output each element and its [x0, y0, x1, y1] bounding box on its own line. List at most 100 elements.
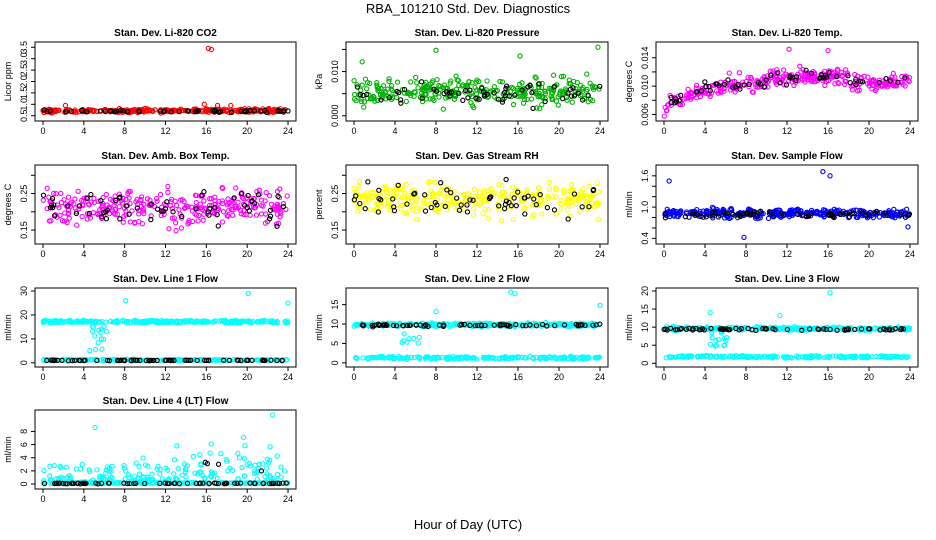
data-point: [203, 357, 210, 364]
data-point: [841, 81, 848, 88]
data-point: [378, 89, 384, 95]
data-point: [802, 353, 808, 360]
data-point: [551, 84, 557, 90]
data-point: [827, 354, 833, 360]
data-point: [522, 211, 528, 217]
data-point: [549, 96, 555, 103]
data-point: [564, 207, 571, 213]
data-point: [357, 91, 364, 98]
data-point: [141, 211, 147, 217]
data-point: [847, 353, 853, 360]
y-axis-label: kPa: [314, 74, 324, 90]
data-point: [206, 480, 212, 487]
data-point: [197, 452, 203, 458]
data-point: [775, 70, 781, 76]
data-point: [432, 199, 438, 206]
data-point: [136, 463, 142, 470]
y-tick-label: 20: [640, 286, 650, 296]
data-point: [767, 209, 774, 215]
data-point: [892, 74, 898, 80]
data-point: [105, 480, 112, 486]
data-point: [65, 203, 71, 209]
data-point: [567, 195, 573, 201]
data-point: [263, 189, 269, 196]
data-point: [843, 67, 849, 73]
x-tick-label: 8: [122, 249, 127, 259]
data-point: [565, 355, 571, 362]
data-point: [412, 89, 418, 96]
data-point: [361, 99, 368, 105]
data-point: [279, 357, 285, 363]
data-point: [121, 465, 128, 471]
data-point: [413, 216, 420, 223]
data-point: [169, 215, 175, 221]
x-tick-label: 24: [283, 249, 293, 259]
data-point: [539, 94, 545, 100]
data-point: [422, 192, 428, 198]
data-point: [524, 96, 530, 103]
data-point: [393, 94, 400, 101]
data-point: [276, 206, 283, 212]
data-point: [276, 480, 283, 487]
data-point: [566, 77, 572, 83]
data-point: [568, 181, 575, 188]
data-point: [59, 218, 66, 224]
data-point: [831, 206, 837, 212]
data-point: [542, 90, 549, 97]
data-point: [189, 208, 195, 214]
data-point: [97, 207, 103, 213]
data-point: [188, 317, 194, 324]
data-point: [538, 197, 544, 203]
data-point: [86, 210, 92, 217]
x-tick-label: 0: [40, 494, 45, 504]
y-tick-label: 0.15: [330, 221, 340, 239]
data-point: [421, 200, 428, 206]
data-point: [200, 217, 206, 223]
data-point: [47, 108, 53, 114]
data-point: [367, 80, 373, 86]
data-point: [484, 78, 490, 84]
data-point: [404, 201, 410, 207]
data-point: [87, 356, 94, 363]
data-point: [98, 329, 104, 336]
data-point: [697, 208, 703, 215]
data-point: [278, 464, 284, 470]
data-point: [421, 323, 427, 329]
data-point: [376, 195, 382, 202]
data-point: [220, 209, 227, 215]
data-point: [435, 209, 441, 215]
data-point: [120, 219, 126, 225]
data-point: [422, 91, 428, 97]
data-point: [597, 302, 603, 309]
data-point: [682, 214, 689, 220]
y-axis-label: ml/min: [624, 314, 634, 341]
data-point: [470, 197, 476, 203]
data-point: [157, 466, 163, 473]
data-point: [791, 323, 798, 330]
data-point: [123, 196, 129, 202]
data-point: [440, 106, 446, 112]
data-point: [838, 325, 844, 331]
data-point: [234, 480, 240, 487]
data-point: [411, 191, 417, 197]
data-point: [736, 70, 743, 76]
data-point: [511, 192, 518, 199]
data-point: [715, 336, 722, 343]
y-axis-label: Licor ppm: [3, 62, 13, 102]
data-point: [194, 357, 200, 364]
data-point: [224, 212, 230, 219]
y-tick-label: 0: [640, 361, 650, 366]
data-point: [422, 208, 429, 214]
data-point: [715, 214, 722, 220]
data-point: [385, 86, 391, 92]
data-point: [754, 354, 760, 360]
data-point: [805, 354, 812, 360]
data-point: [466, 78, 472, 85]
data-point: [757, 81, 763, 87]
data-point: [118, 107, 124, 113]
data-point: [491, 322, 497, 328]
data-point: [280, 204, 287, 210]
data-point: [66, 215, 72, 221]
